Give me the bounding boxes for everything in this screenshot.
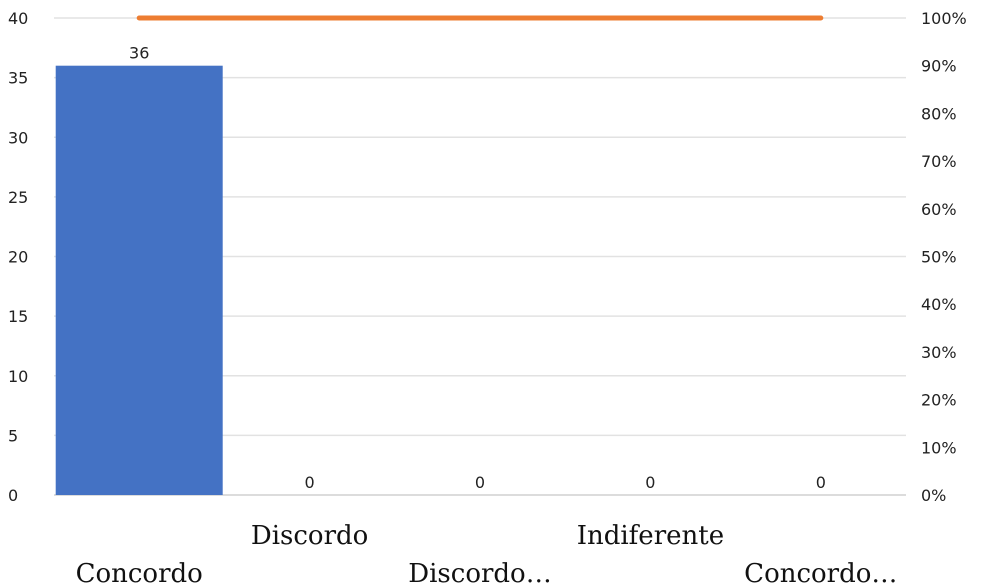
category-label-4: Concordo…	[744, 559, 897, 588]
right-tick-label-0: 0%	[921, 486, 946, 505]
right-axis-ticks: 0% 10% 20% 30% 40% 50% 60% 70% 80% 90% 100%	[921, 9, 967, 505]
left-tick-label-6: 30	[8, 128, 28, 147]
category-label-1: Discordo	[251, 521, 368, 551]
category-label-2: Discordo…	[408, 559, 551, 588]
category-label-0: Concordo	[76, 559, 203, 588]
category-label-3: Indiferente	[577, 521, 724, 551]
left-tick-label-8: 40	[8, 9, 28, 28]
data-label-4: 0	[816, 473, 826, 492]
left-tick-label-2: 10	[8, 367, 28, 386]
bar-series	[55, 65, 223, 495]
data-label-2: 0	[475, 473, 485, 492]
left-tick-label-4: 20	[8, 248, 28, 267]
left-tick-label-1: 5	[8, 426, 18, 445]
right-tick-label-9: 90%	[921, 57, 957, 76]
right-tick-label-1: 10%	[921, 438, 957, 457]
right-tick-label-8: 80%	[921, 104, 957, 123]
right-tick-label-4: 40%	[921, 295, 957, 314]
right-tick-label-2: 20%	[921, 391, 957, 410]
data-label-0: 36	[129, 44, 149, 63]
left-tick-label-7: 35	[8, 69, 28, 88]
data-label-1: 0	[305, 473, 315, 492]
right-tick-label-7: 70%	[921, 152, 957, 171]
left-tick-label-3: 15	[8, 307, 28, 326]
right-tick-label-10: 100%	[921, 9, 967, 28]
right-tick-label-3: 30%	[921, 343, 957, 362]
data-label-3: 0	[645, 473, 655, 492]
left-tick-label-0: 0	[8, 486, 18, 505]
category-labels: Concordo Discordo Discordo… Indiferente Conc…	[76, 521, 898, 588]
left-tick-label-5: 25	[8, 188, 28, 207]
bar-0	[55, 65, 223, 495]
right-tick-label-6: 60%	[921, 200, 957, 219]
left-axis-ticks: 0 5 10 15 20 25 30 35 40	[8, 9, 28, 505]
right-tick-label-5: 50%	[921, 248, 957, 267]
data-labels: 36 0 0 0 0	[129, 44, 826, 492]
